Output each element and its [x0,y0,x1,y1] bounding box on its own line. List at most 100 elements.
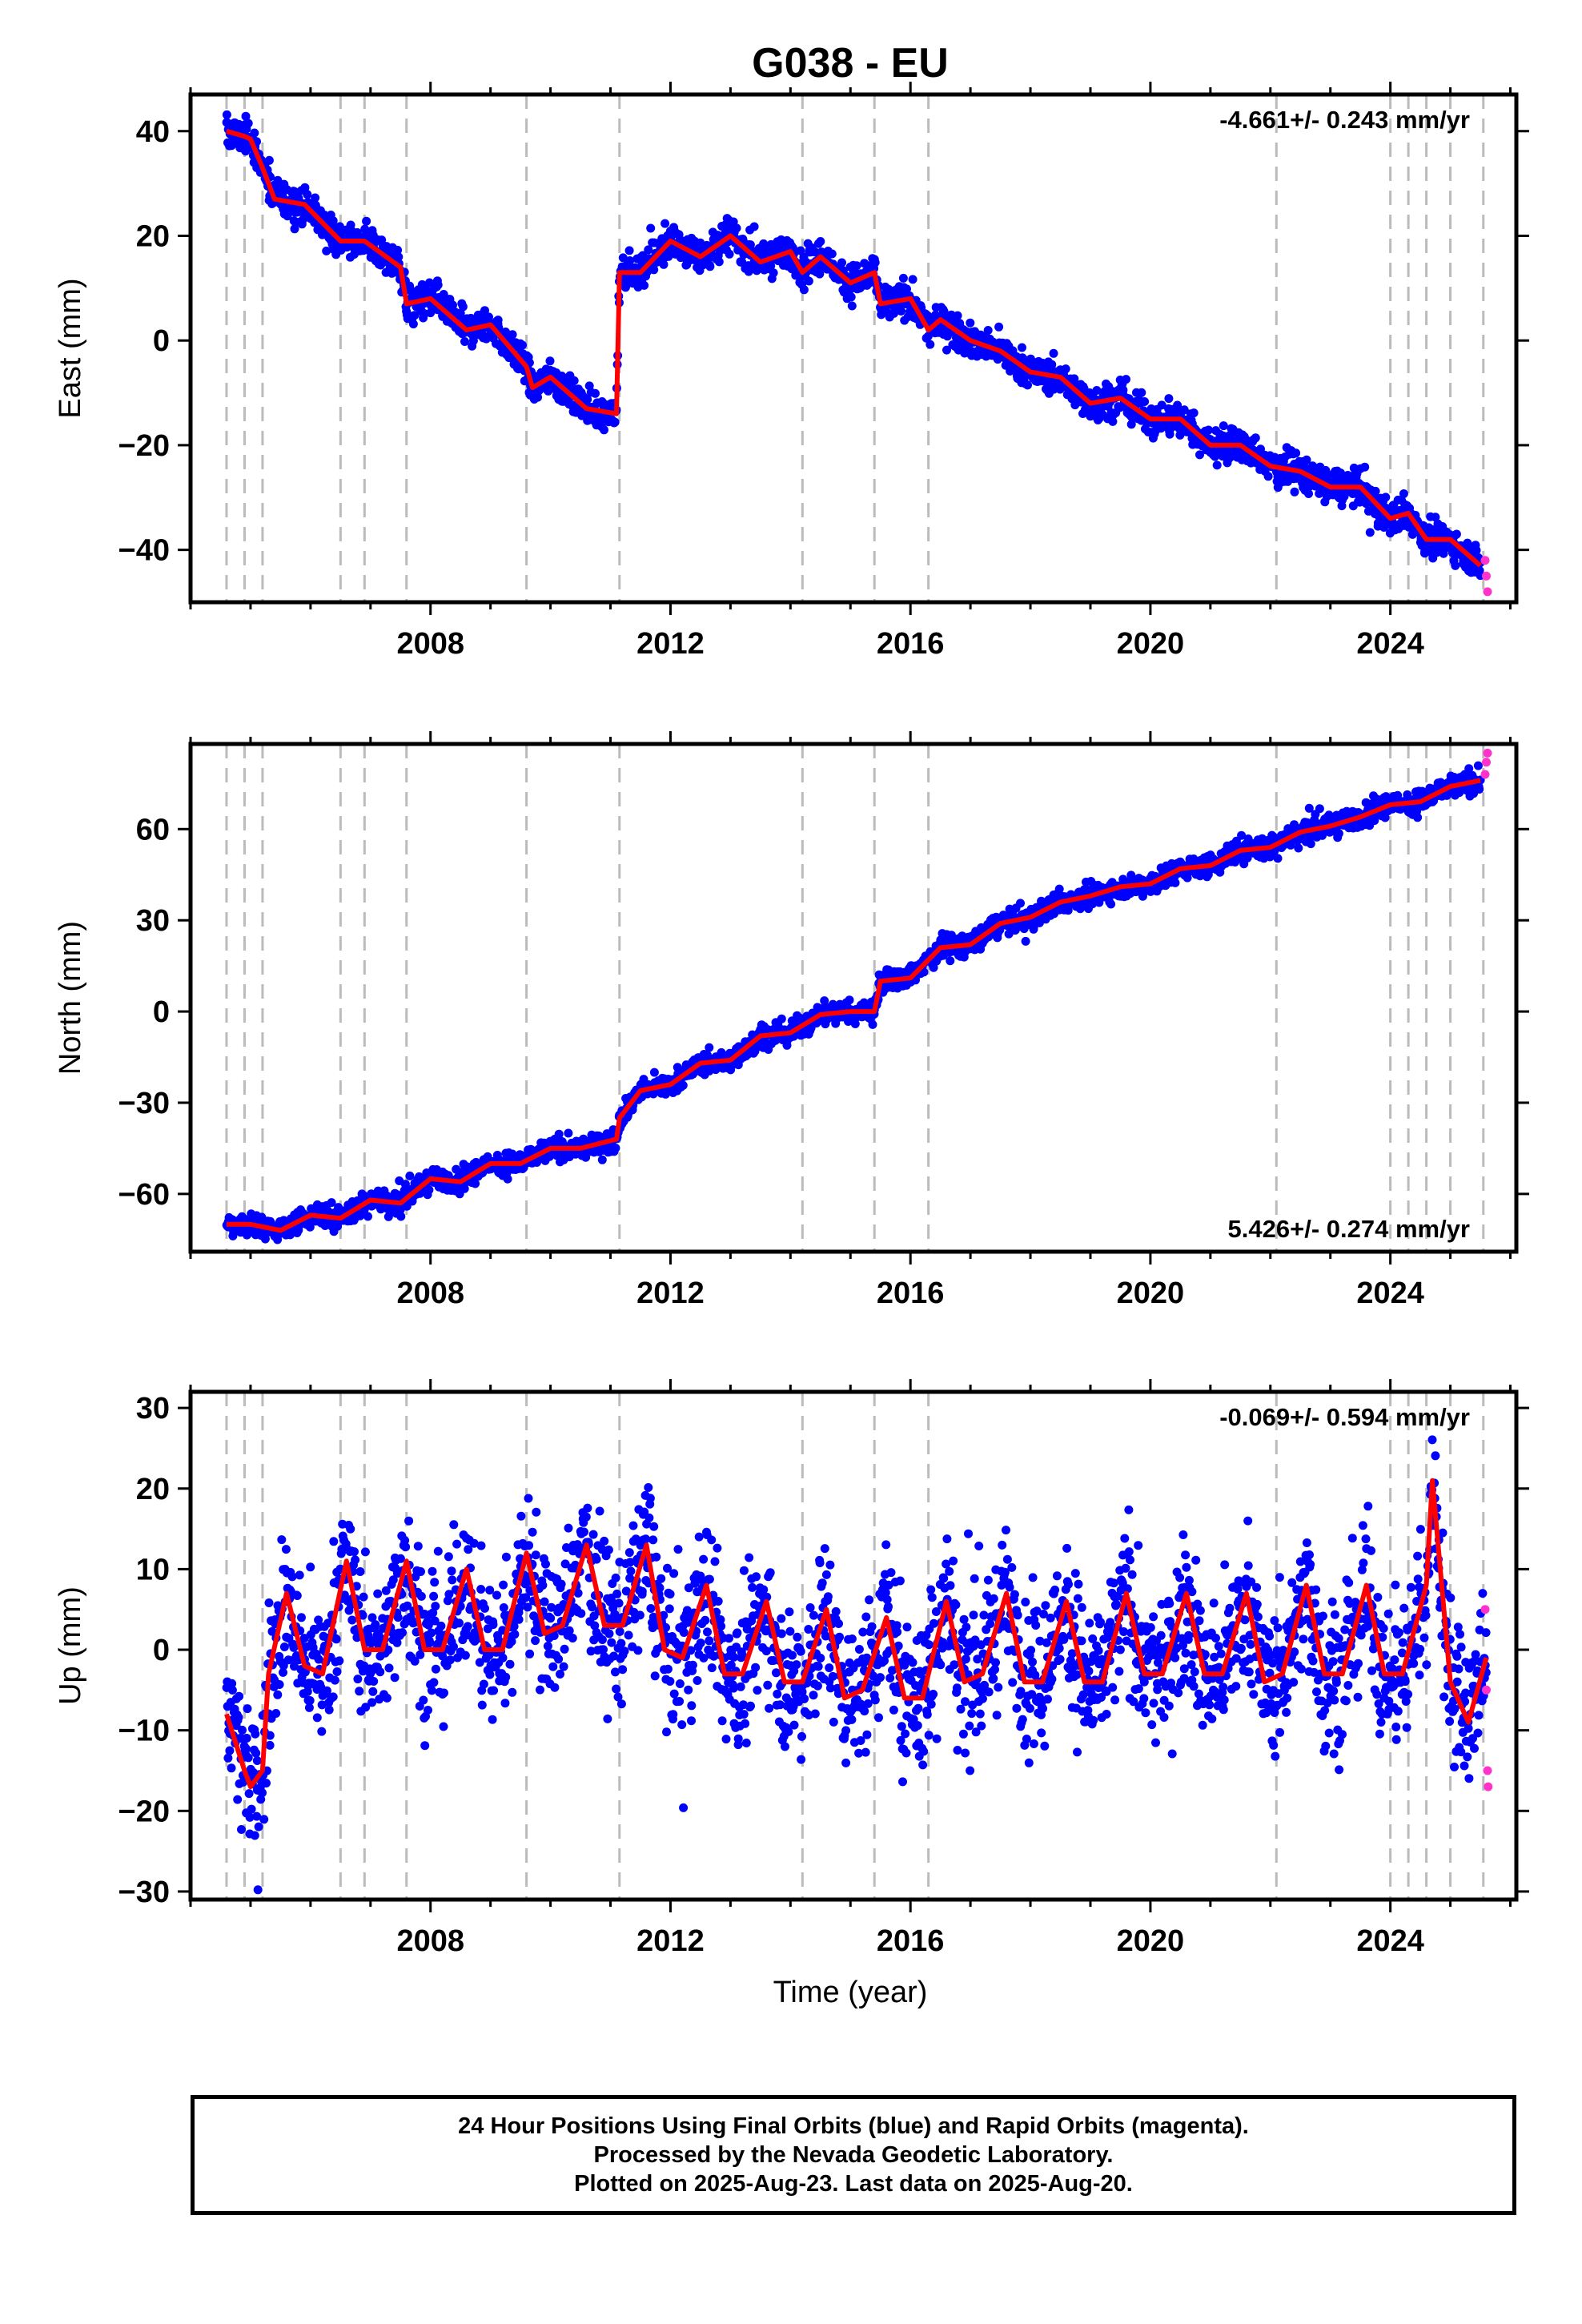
data-point [501,328,510,336]
data-point [597,1155,607,1164]
data-point [458,302,468,312]
x-tick-label: 2024 [1356,1277,1424,1310]
data-point [1108,416,1118,426]
y-tick-label: 40 [136,115,170,149]
data-point [518,340,527,350]
data-point [732,223,741,233]
y-tick-label: −20 [118,429,170,463]
data-point [591,388,600,398]
data-point [705,262,715,271]
data-point [1018,343,1026,352]
data-point [1451,561,1460,570]
data-point [1106,899,1116,909]
data-point [1304,489,1313,498]
data-point [1023,380,1032,390]
data-point [426,308,436,318]
data-point [290,224,299,234]
data-point [1381,493,1391,502]
data-point [508,330,517,340]
data-point [396,1212,406,1221]
data-point [583,395,592,404]
data-point [644,245,653,255]
data-point [625,256,635,265]
rapid-point [1480,770,1490,779]
data-point [725,249,734,259]
data-point [983,326,993,335]
data-point [661,219,670,228]
rapid-orbit-points [1480,556,1492,597]
data-point [1061,364,1070,374]
data-point [480,306,489,316]
data-point [1304,803,1314,813]
data-point [1179,405,1189,415]
data-point [222,110,231,119]
data-point [1365,528,1375,537]
rate-annotation: -4.661+/- 0.243 mm/yr [1219,106,1470,134]
model-fit-line [226,128,1482,568]
data-point [1016,899,1025,908]
data-point [503,1174,512,1184]
data-point [1164,394,1174,404]
data-point [1431,513,1440,522]
data-point [408,320,418,329]
data-point [600,425,608,435]
data-point [327,1198,336,1208]
rapid-orbit-points [1480,748,1492,779]
data-point [646,223,656,233]
y-axis-label: East (mm) [54,278,87,418]
data-point [1273,854,1283,863]
data-point [243,119,253,128]
data-point [394,252,404,262]
y-tick-label: 0 [153,995,170,1029]
data-point [868,1019,877,1029]
data-point [611,1144,620,1153]
data-point [678,1080,688,1090]
plot-area [222,744,1492,1252]
data-point [393,245,403,255]
data-point [1195,450,1204,460]
rate-annotation: 5.426+/- 0.274 mm/yr [1228,1215,1470,1243]
data-point [640,280,649,290]
data-point [400,1180,410,1189]
data-point [870,258,880,267]
data-point [1439,549,1448,558]
plot-area [222,94,1492,602]
model-fit-line [227,778,1481,1233]
data-point [1047,360,1057,369]
rapid-point [1483,748,1492,758]
data-point [766,261,776,271]
data-point [1399,489,1408,498]
chart-title: G038 - EU [752,40,949,86]
data-point [850,1019,860,1028]
x-tick-label: 2020 [1117,627,1185,661]
rapid-point [1482,571,1491,581]
data-point [908,275,917,284]
data-point [810,247,820,257]
data-point [610,417,620,427]
y-axis-label: North (mm) [54,921,87,1075]
data-point [1251,433,1260,443]
data-point [994,322,1004,332]
plot-frame [188,742,1519,1254]
data-point [846,292,856,302]
data-point [1291,448,1301,458]
y-tick-label: 20 [136,219,170,253]
data-point [649,265,659,275]
data-point [1019,924,1029,934]
data-point [1380,813,1390,822]
y-tick-label: 0 [153,324,170,358]
data-point [569,376,579,385]
data-point [902,284,911,294]
data-point [1472,545,1481,555]
data-point [322,246,331,255]
y-tick-label: −60 [118,1178,170,1212]
data-point [1212,460,1222,470]
y-tick-label: 60 [136,813,170,846]
rapid-point [1480,556,1490,565]
x-tick-label: 2024 [1356,627,1424,661]
data-point [1452,529,1461,539]
data-point [804,276,813,286]
data-point [1413,813,1423,822]
data-point [953,311,962,320]
